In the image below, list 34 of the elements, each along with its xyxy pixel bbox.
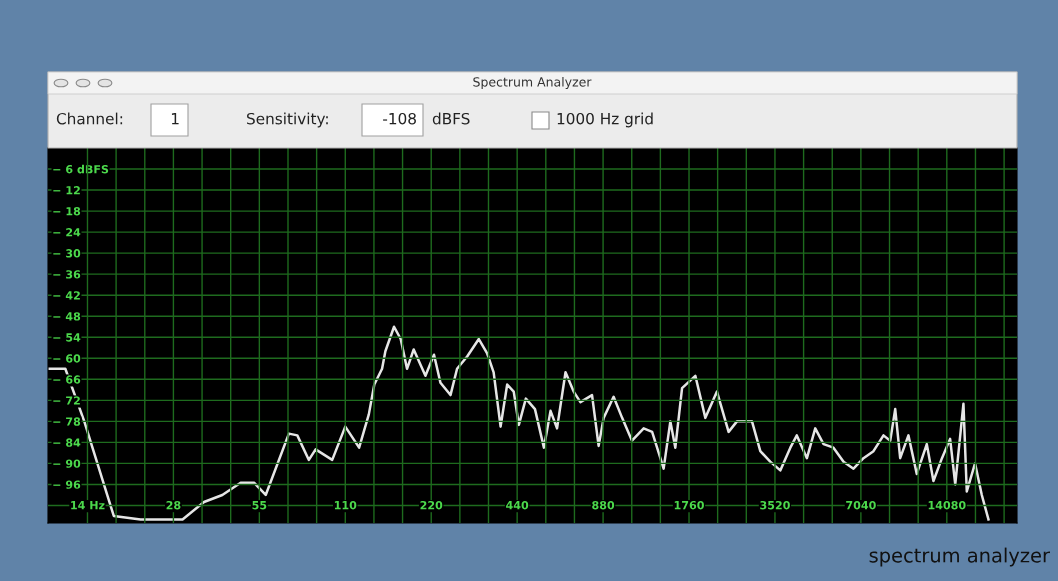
y-tick-label: − 48 [53,312,81,321]
y-tick-label: − 72 [53,396,80,405]
y-tick-label: − 42 [53,291,80,300]
y-tick-label: − 66 [53,375,81,384]
text: spectrum analyzer [869,547,1050,567]
x-tick-label: 880 [592,500,615,510]
y-tick-label: − 54 [53,333,81,342]
text: dBFS [432,112,470,125]
y-tick-label: − 96 [53,480,81,489]
y-tick-label: − 78 [53,417,81,426]
y-tick-label: − 60 [53,354,81,363]
x-tick-label: 55 [252,501,267,510]
y-tick-label: − 12 [53,186,80,195]
chart-title: Spectrum Analyzer [473,76,592,90]
x-tick-label: 7040 [846,500,876,510]
y-tick-label: − 84 [53,438,81,447]
x-tick-label: 14 Hz [71,501,105,510]
x-tick-label: 220 [420,500,443,510]
text: -108 [383,112,416,125]
text: 1000 Hz grid [557,112,653,128]
y-tick-label: − 90 [53,459,81,468]
x-tick-label: 110 [334,500,357,510]
text: 1 [171,113,179,125]
text: Sensitivity: [247,112,328,128]
y-tick-label: − 30 [53,249,81,258]
y-tick-label: − 18 [53,207,81,216]
x-tick-label: 14080 [928,500,966,510]
x-tick-label: 440 [506,500,529,510]
text: Channel: [56,112,123,125]
y-tick-label: − 24 [53,228,81,237]
x-tick-label: 28 [166,500,181,510]
y-tick-label: − 36 [53,270,81,279]
x-tick-label: 3520 [760,500,790,510]
x-tick-label: 1760 [674,500,704,510]
